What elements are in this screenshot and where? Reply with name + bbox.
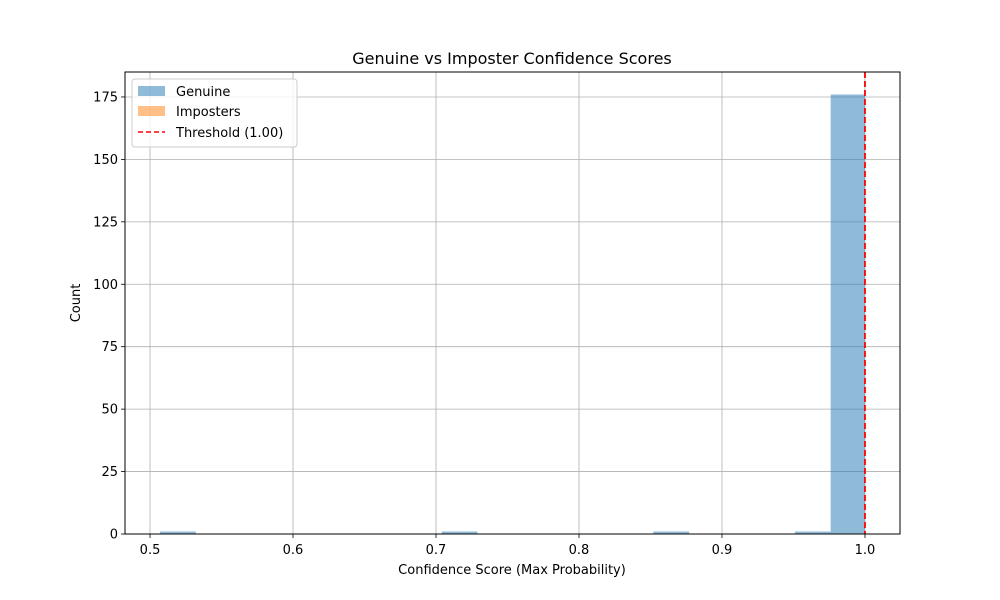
x-tick-label: 0.8 [569, 543, 590, 558]
chart-title: Genuine vs Imposter Confidence Scores [352, 49, 672, 68]
bar-genuine [794, 531, 831, 534]
x-tick-label: 0.6 [283, 543, 304, 558]
y-tick-label: 150 [93, 153, 118, 168]
x-tick-label: 1.0 [855, 543, 876, 558]
y-tick-label: 175 [93, 90, 118, 105]
bar-genuine [830, 94, 865, 534]
bar-genuine [160, 531, 196, 534]
legend: Genuine Imposters Threshold (1.00) [131, 78, 298, 148]
x-axis-ticks: 0.5 0.6 0.7 0.8 0.9 1.0 [140, 534, 876, 558]
x-tick-label: 0.7 [426, 543, 447, 558]
legend-label-threshold: Threshold (1.00) [175, 126, 283, 141]
y-tick-label: 50 [101, 403, 118, 418]
y-axis-label: Count [69, 284, 84, 323]
x-tick-label: 0.5 [140, 543, 161, 558]
legend-label-imposters: Imposters [176, 105, 241, 120]
legend-box [131, 78, 298, 148]
histogram-bars [160, 94, 865, 534]
x-axis-label: Confidence Score (Max Probability) [398, 563, 626, 578]
y-axis-ticks: 0 25 50 75 100 125 150 175 [93, 90, 125, 543]
y-tick-label: 75 [101, 340, 118, 355]
legend-label-genuine: Genuine [176, 85, 230, 100]
legend-swatch-genuine [138, 86, 165, 96]
y-tick-label: 100 [93, 278, 118, 293]
y-tick-label: 25 [101, 465, 118, 480]
bar-genuine [441, 531, 478, 534]
plot-area-frame [124, 71, 901, 535]
x-tick-label: 0.9 [712, 543, 733, 558]
y-tick-label: 0 [110, 528, 118, 543]
legend-swatch-imposters [138, 106, 165, 116]
bar-genuine [653, 531, 690, 534]
y-tick-label: 125 [93, 215, 118, 230]
